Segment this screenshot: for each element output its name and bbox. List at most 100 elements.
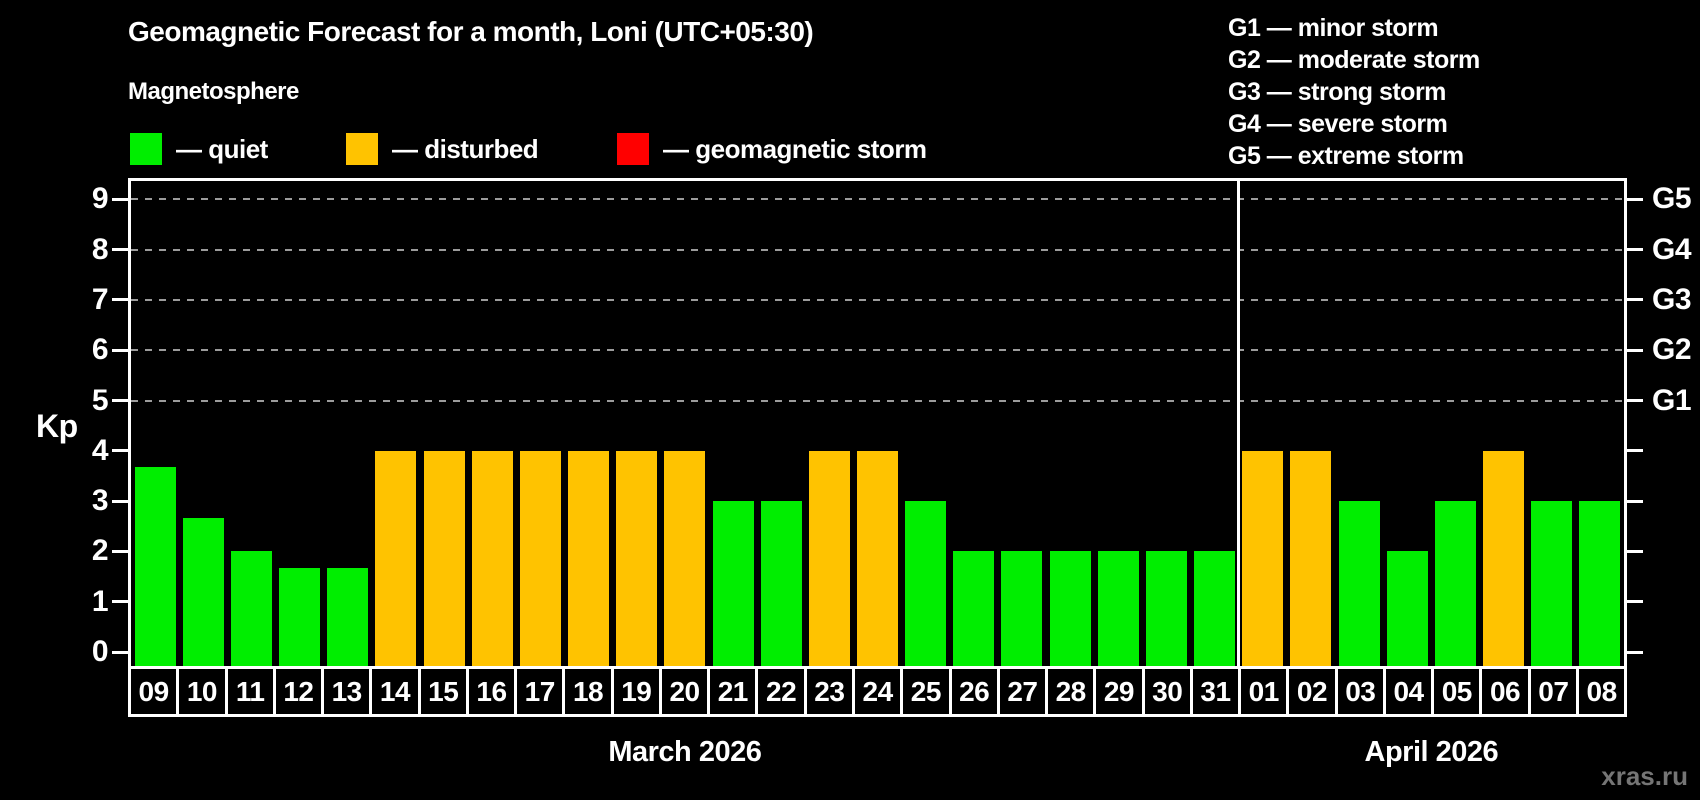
kp-bar-day-26 [953, 551, 995, 666]
day-cell-06: 06 [1482, 669, 1531, 714]
kp-bar-day-16 [471, 450, 513, 666]
y-tick-left [112, 650, 128, 654]
day-cell-18: 18 [565, 669, 614, 714]
g-axis-label-g4: G4 [1652, 232, 1692, 266]
day-cell-04: 04 [1385, 669, 1435, 714]
kp-bar-day-05 [1434, 501, 1476, 666]
day-cell-07: 07 [1530, 669, 1579, 714]
day-cell-17: 17 [517, 669, 566, 714]
kp-bar-day-04 [1386, 551, 1428, 666]
kp-bar-day-25 [905, 501, 947, 666]
y-tick-left [112, 600, 128, 604]
day-cell-27: 27 [999, 669, 1049, 714]
kp-bar-day-11 [230, 551, 272, 666]
kp-bar-day-18 [568, 450, 610, 666]
kp-bar-day-06 [1483, 450, 1525, 666]
gridline-kp6 [131, 349, 1624, 352]
kp-bar-day-08 [1579, 501, 1621, 666]
kp-bar-day-21 [712, 501, 754, 666]
kp-bar-day-09 [134, 467, 176, 666]
day-cell-14: 14 [372, 669, 421, 714]
g-axis-label-g3: G3 [1652, 282, 1692, 316]
month-label: March 2026 [608, 736, 762, 768]
y-tick-right [1627, 549, 1643, 553]
day-cell-13: 13 [324, 669, 373, 714]
y-tick-label: 9 [91, 182, 109, 216]
kp-axis-label: Kp [36, 408, 78, 444]
day-axis-row: 09 10 11 12 13 14 15 16 17 18 19 20 21 22 23 24 25 26 27 28… [128, 666, 1627, 717]
day-cell-28: 28 [1048, 669, 1097, 714]
storm-scale-line: G2 — moderate storm [1228, 46, 1480, 74]
y-tick-label: 5 [91, 383, 109, 417]
day-cell-08: 08 [1578, 669, 1625, 714]
month-label: April 2026 [1364, 736, 1499, 768]
y-tick-label: 8 [91, 232, 109, 266]
kp-bar-day-02 [1290, 450, 1332, 666]
kp-bar-day-27 [1001, 551, 1043, 666]
y-tick-right [1627, 499, 1643, 503]
y-tick-right [1627, 600, 1643, 604]
y-tick-left [112, 399, 128, 402]
storm-scale-line: G4 — severe storm [1228, 110, 1448, 138]
y-tick-label: 0 [91, 635, 109, 668]
y-tick-label: 3 [91, 484, 109, 518]
legend-item-disturbed: — disturbed [346, 132, 539, 166]
y-tick-left [112, 499, 128, 503]
g-axis-label-g5: G5 [1652, 182, 1692, 216]
storm-scale-line: G5 — extreme storm [1228, 142, 1464, 170]
gridline-kp9 [131, 198, 1624, 201]
kp-bar-day-10 [182, 517, 224, 666]
legend-item-label: — geomagnetic storm [663, 133, 927, 164]
legend-item-storm: — geomagnetic storm [617, 132, 927, 166]
day-cell-31: 31 [1192, 669, 1242, 714]
magnetosphere-label: Magnetosphere [128, 78, 299, 105]
month-separator-line [1237, 181, 1241, 666]
gridline-kp5 [131, 399, 1624, 402]
y-tick-left [112, 449, 128, 453]
day-cell-12: 12 [275, 669, 325, 714]
day-cell-30: 30 [1144, 669, 1193, 714]
storm-scale-line: G3 — strong storm [1228, 78, 1446, 106]
day-cell-10: 10 [179, 669, 228, 714]
day-cell-02: 02 [1289, 669, 1338, 714]
y-tick-right [1627, 399, 1643, 402]
legend-item-label: — disturbed [392, 133, 539, 164]
kp-bar-day-14 [375, 450, 417, 666]
legend-item-label: — quiet [176, 133, 268, 164]
day-cell-15: 15 [420, 669, 469, 714]
y-tick-left [112, 348, 128, 352]
day-cell-24: 24 [854, 669, 904, 714]
gridline-kp7 [131, 298, 1624, 301]
kp-bar-day-20 [664, 450, 706, 666]
storm-color-swatch [617, 133, 649, 165]
day-cell-22: 22 [758, 669, 807, 714]
legend-item-quiet: — quiet [130, 132, 268, 166]
y-tick-left [112, 298, 128, 302]
gridline-kp8 [131, 248, 1624, 251]
y-tick-right [1627, 248, 1643, 252]
day-cell-01: 01 [1241, 669, 1290, 714]
day-cell-23: 23 [806, 669, 855, 714]
y-tick-label: 2 [91, 534, 109, 568]
kp-bar-day-03 [1338, 501, 1380, 666]
kp-bar-day-12 [279, 567, 321, 666]
storm-scale-line: G1 — minor storm [1228, 14, 1439, 42]
page-title: Geomagnetic Forecast for a month, Loni (… [128, 16, 814, 47]
y-tick-label: 1 [91, 584, 109, 618]
day-cell-05: 05 [1434, 669, 1483, 714]
watermark: xras.ru [1601, 761, 1688, 791]
day-cell-25: 25 [903, 669, 952, 714]
y-tick-left [112, 549, 128, 553]
kp-bar-day-22 [760, 501, 802, 666]
quiet-color-swatch [130, 133, 162, 165]
kp-bar-day-17 [519, 450, 561, 666]
day-cell-20: 20 [661, 669, 711, 714]
kp-bar-day-29 [1097, 551, 1139, 666]
y-tick-label: 6 [91, 333, 109, 367]
day-cell-11: 11 [227, 669, 276, 714]
y-tick-label: 4 [91, 433, 109, 467]
kp-bar-day-28 [1049, 551, 1091, 666]
day-cell-09: 09 [131, 669, 180, 714]
day-cell-21: 21 [710, 669, 759, 714]
